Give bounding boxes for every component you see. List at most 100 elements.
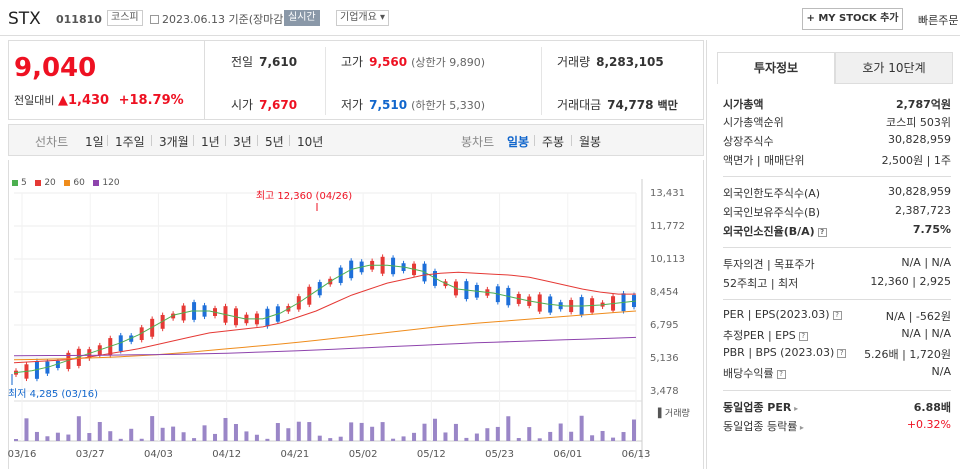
stat-amount: 거래대금 74,778 백만 <box>557 98 678 112</box>
volume-bar <box>14 439 18 441</box>
y-tick-label: 5,136 <box>650 353 679 364</box>
volume-bar <box>192 438 197 441</box>
tab-1week[interactable]: 1주일 <box>115 135 145 149</box>
info-label: 외국인보유주식수(B) <box>723 206 821 219</box>
tab-5year[interactable]: 5년 <box>265 135 284 149</box>
divider <box>325 47 326 115</box>
x-tick-label: 04/21 <box>280 449 309 460</box>
company-info-label: 기업개요 <box>340 12 377 23</box>
right-panel: 투자정보 호가 10단계 시가총액 2,787억원 시가총액순위 코스피 503위 상장… <box>706 40 960 469</box>
tab-10year[interactable]: 10년 <box>297 135 324 149</box>
divider <box>107 135 108 146</box>
volume-bar <box>254 434 259 441</box>
info-label: 동일업종 PER ▸ <box>723 401 799 414</box>
info-label: 외국인소진율(B/A)? <box>723 223 827 239</box>
tab-3year[interactable]: 3년 <box>233 135 252 149</box>
volume-bar <box>87 433 92 441</box>
info-value: N/A | N/A <box>901 256 951 269</box>
info-label: 동일업종 등락률 ▸ <box>723 420 804 433</box>
x-tick-label: 03/16 <box>8 449 37 460</box>
divider <box>534 135 535 146</box>
help-icon[interactable]: ? <box>817 227 827 237</box>
legend-item: 60 <box>64 178 85 188</box>
volume-bar <box>495 426 500 441</box>
chart-area <box>8 160 704 469</box>
tab-1year[interactable]: 1년 <box>201 135 220 149</box>
volume-bar <box>359 422 364 441</box>
volume-bar <box>453 423 458 441</box>
divider <box>541 47 542 115</box>
volume-bar <box>485 428 490 441</box>
volume-bar <box>611 437 616 441</box>
tab-1day[interactable]: 1일 <box>85 135 104 149</box>
info-value: 7.75% <box>912 223 951 236</box>
volume-bar <box>97 421 102 441</box>
volume-bar <box>443 432 448 441</box>
info-label: 액면가 | 매매단위 <box>723 154 805 167</box>
price-change: 전일대비 ▲1,430 +18.79% <box>14 92 184 108</box>
tab-candle-chart[interactable]: 봉차트 <box>461 135 495 149</box>
volume-bar <box>202 425 207 441</box>
divider <box>571 135 572 146</box>
tab-investment-info[interactable]: 투자정보 <box>717 52 835 84</box>
volume-bar <box>464 437 469 441</box>
volume-bar <box>265 438 270 441</box>
volume-bar <box>45 436 50 441</box>
ma-line-60 <box>13 310 637 361</box>
volume-bar <box>391 438 396 441</box>
x-tick-label: 04/12 <box>212 449 241 460</box>
add-mystock-button[interactable]: + MY STOCK 추가 <box>802 8 903 30</box>
up-triangle-icon: ▲ <box>57 93 68 108</box>
ma-line-20 <box>13 271 636 364</box>
volume-bar <box>621 432 626 441</box>
tab-daily[interactable]: 일봉 <box>507 135 530 149</box>
help-icon[interactable]: ? <box>776 369 786 379</box>
divider <box>225 135 226 146</box>
chart-legend: 5 20 60 120 <box>12 178 120 188</box>
live-badge: 실시간 <box>284 10 320 26</box>
stat-open: 시가 7,670 <box>231 98 298 112</box>
help-icon[interactable]: ? <box>832 310 842 320</box>
help-icon[interactable]: ? <box>798 331 808 341</box>
volume-bar <box>66 434 71 441</box>
volume-bar <box>600 430 605 441</box>
stat-volume: 거래량 8,283,105 <box>557 55 664 69</box>
volume-bar <box>579 415 584 441</box>
tab-3month[interactable]: 3개월 <box>159 135 189 149</box>
info-label: 상장주식수 <box>723 135 774 148</box>
calendar-icon <box>150 15 159 24</box>
info-value: N/A <box>931 365 951 378</box>
min-annotation: 최저 4,285 (03/16) <box>8 388 98 400</box>
price-date: 2023.06.13 기준(장마감) <box>150 11 288 27</box>
tab-monthly[interactable]: 월봉 <box>579 135 602 149</box>
x-tick-label: 05/12 <box>417 449 446 460</box>
help-icon[interactable]: ? <box>837 348 847 358</box>
x-tick-label: 05/23 <box>485 449 514 460</box>
volume-bar <box>213 433 218 441</box>
date-text: 2023.06.13 기준(장마감) <box>162 13 288 26</box>
divider <box>289 135 290 146</box>
volume-bar <box>286 428 291 441</box>
volume-bar <box>160 427 165 441</box>
volume-bar <box>412 432 417 441</box>
volume-bar <box>527 427 532 441</box>
ma-line-120 <box>13 336 637 357</box>
volume-bar <box>338 436 343 441</box>
volume-bar <box>370 426 375 441</box>
info-value: +0.32% <box>906 418 951 431</box>
divider <box>723 247 951 248</box>
divider <box>257 135 258 146</box>
volume-bar <box>401 436 406 441</box>
volume-bar <box>328 438 333 441</box>
info-value: 12,360 | 2,925 <box>870 275 951 288</box>
y-tick-label: 11,772 <box>650 221 685 232</box>
volume-bar <box>569 431 574 441</box>
tab-weekly[interactable]: 주봉 <box>542 135 565 149</box>
info-label: PBR | BPS (2023.03)? <box>723 346 847 359</box>
company-info-button[interactable]: 기업개요 ▾ <box>336 10 390 26</box>
tab-order-book[interactable]: 호가 10단계 <box>835 52 953 84</box>
volume-bar <box>181 432 186 441</box>
price-chart[interactable]: 13,431 11,772 10,113 8,454 6,795 5,136 3,478 03… <box>4 169 704 469</box>
quick-order-button[interactable]: 빠른주문 <box>918 14 959 27</box>
tab-line-chart[interactable]: 선차트 <box>35 135 69 149</box>
